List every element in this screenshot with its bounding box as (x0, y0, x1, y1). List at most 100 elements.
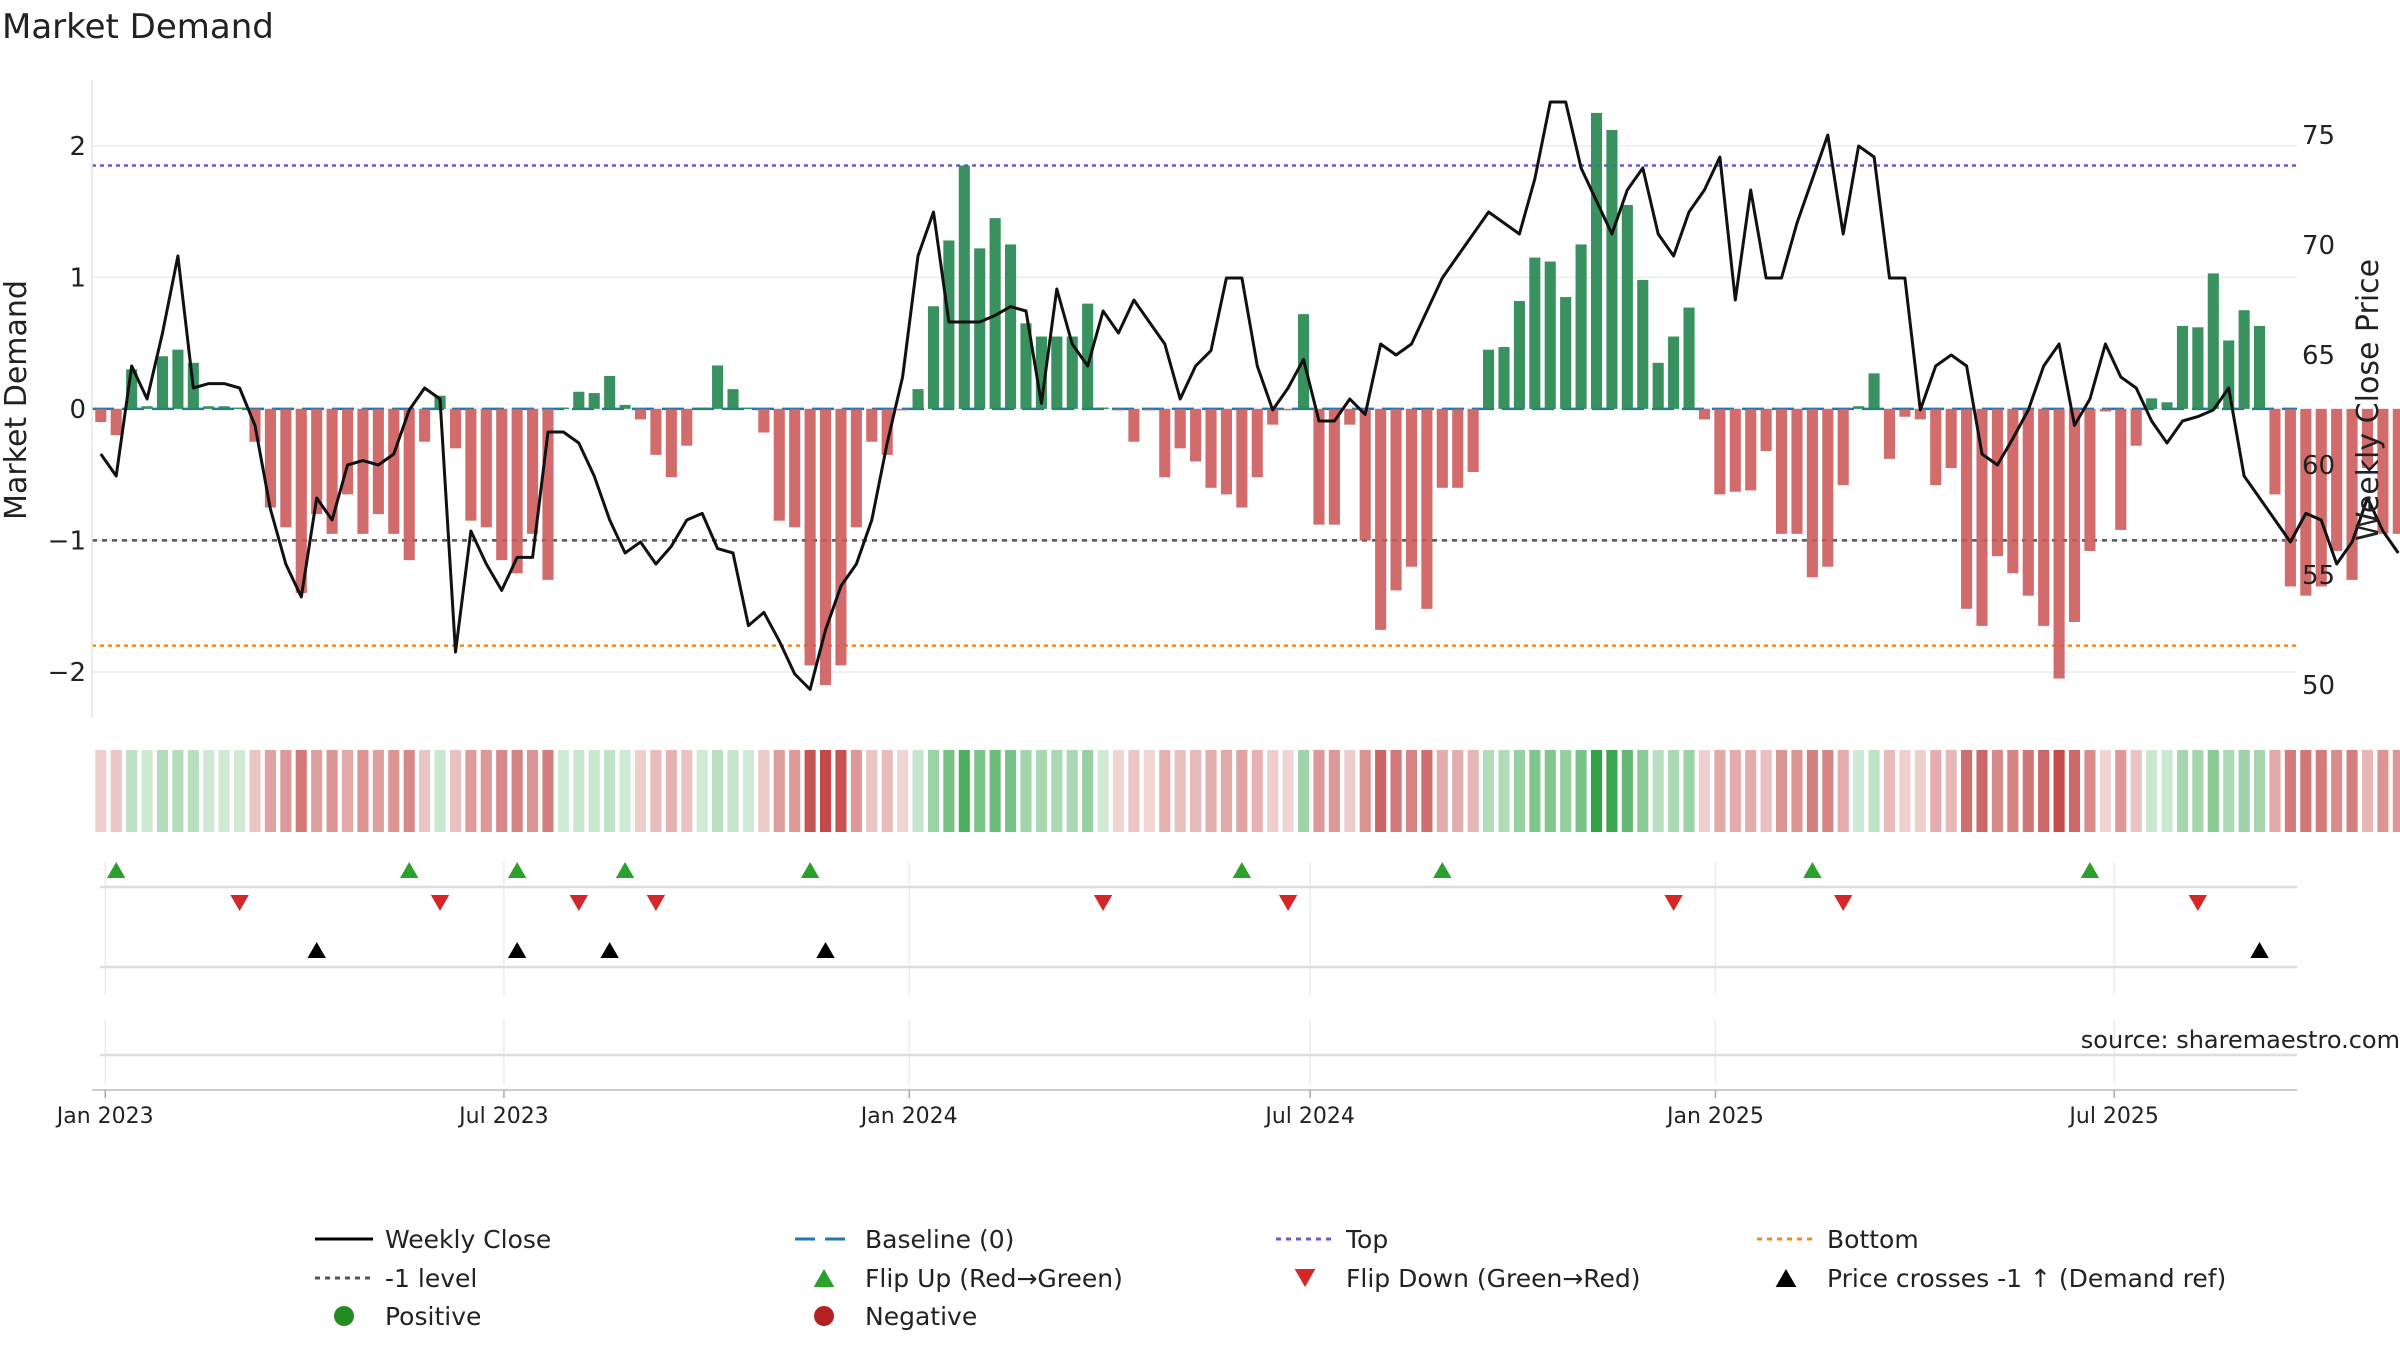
strip-cell (1082, 750, 1094, 832)
y-tick-label: −1 (48, 526, 86, 556)
strip-cell (311, 750, 323, 832)
demand-bar (496, 408, 508, 561)
strip-cell (1020, 750, 1032, 832)
demand-bar (542, 408, 554, 580)
demand-bar (234, 407, 246, 410)
strip-cell (280, 750, 292, 832)
demand-bar (2115, 408, 2127, 530)
demand-bar (604, 375, 616, 409)
demand-bar (2192, 327, 2204, 409)
strip-cell (742, 750, 754, 832)
demand-bar (989, 218, 1001, 409)
strip-cell (156, 750, 169, 832)
chart-title: Market Demand (2, 7, 274, 47)
strip-cell (1035, 750, 1047, 832)
demand-bar (789, 408, 801, 528)
demand-bar (480, 408, 492, 528)
demand-bar (1282, 408, 1294, 411)
price-cross-marker (816, 942, 835, 958)
strip-cell (1914, 750, 1926, 832)
legend-item: Bottom (1757, 1225, 1919, 1254)
demand-bar (1529, 257, 1541, 409)
strip-cell (1930, 750, 1942, 832)
strip-cell (835, 750, 847, 832)
y2-tick-label: 75 (2302, 121, 2335, 151)
demand-bar (1606, 129, 1618, 409)
legend-swatch (814, 1306, 834, 1326)
demand-bar (1652, 362, 1664, 409)
strip-cell (712, 750, 724, 832)
y-tick-label: −2 (48, 658, 86, 688)
strip-cell (2146, 750, 2158, 832)
demand-bar (943, 240, 955, 409)
strip-cell (634, 750, 647, 832)
demand-bar (295, 408, 307, 594)
strip-cell (1498, 750, 1510, 832)
demand-bar (1205, 408, 1217, 488)
y-tick-label: 2 (69, 132, 86, 162)
demand-bar (156, 356, 169, 409)
strip-cell (1205, 750, 1217, 832)
demand-bar (1421, 408, 1433, 609)
strip-cell (1621, 750, 1633, 832)
demand-bar (2007, 408, 2019, 574)
strip-cell (2392, 750, 2400, 832)
legend-label: Baseline (0) (865, 1225, 1014, 1254)
flip-up-marker (400, 862, 419, 878)
demand-bar (1236, 408, 1248, 508)
strip-cell (388, 750, 400, 832)
y2-axis-label: Weekly Close Price (2351, 259, 2386, 541)
strip-cell (758, 750, 770, 832)
demand-bar (2099, 408, 2111, 412)
strip-cell (1806, 750, 1818, 832)
strip-cell (326, 750, 338, 832)
strip-cell (866, 750, 878, 832)
demand-bar (141, 406, 153, 409)
event-markers (100, 862, 2297, 1057)
strip-cell (989, 750, 1001, 832)
legend-item: -1 level (315, 1264, 477, 1293)
y2-tick-label: 50 (2302, 671, 2335, 701)
demand-bar (341, 408, 354, 495)
flip-down-marker (1834, 895, 1853, 911)
demand-bar (1822, 408, 1834, 567)
demand-bar (2130, 408, 2142, 446)
strip-cell (527, 750, 539, 832)
demand-bar (557, 407, 569, 410)
strip-cell (958, 750, 970, 832)
strip-cell (804, 750, 816, 832)
demand-bar (897, 408, 909, 411)
strip-cell (1714, 750, 1726, 832)
demand-bar (1313, 408, 1325, 525)
demand-bar (881, 408, 893, 455)
y-tick-label: 1 (69, 263, 86, 293)
legend-label: Flip Down (Green→Red) (1346, 1264, 1641, 1293)
strip-cell (1436, 750, 1448, 832)
demand-bar (1097, 407, 1109, 410)
strip-cell (1668, 750, 1680, 832)
strip-cell (434, 750, 446, 832)
strip-cell (1652, 750, 1664, 832)
demand-bar (1112, 408, 1125, 411)
demand-bar (2331, 408, 2343, 551)
demand-bar (1390, 408, 1402, 591)
strip-cell (1344, 750, 1356, 832)
x-tick-label: Jul 2024 (1263, 1104, 1355, 1129)
demand-bar (203, 406, 215, 409)
strip-cell (511, 750, 523, 832)
demand-bar (1220, 408, 1232, 495)
strip-cell (1405, 750, 1418, 832)
demand-bar (1837, 408, 1849, 486)
demand-bar (372, 408, 384, 515)
strip-cell (1837, 750, 1849, 832)
strip-cell (1174, 750, 1186, 832)
strip-cell (1729, 750, 1741, 832)
weekly-close-line-path (99, 100, 2400, 691)
demand-bar (1128, 408, 1140, 442)
strip-cell (789, 750, 801, 832)
x-tick-label: Jul 2025 (2067, 1104, 2159, 1129)
demand-bar (588, 393, 600, 409)
demand-bar (2300, 408, 2312, 596)
demand-bar (619, 404, 631, 409)
